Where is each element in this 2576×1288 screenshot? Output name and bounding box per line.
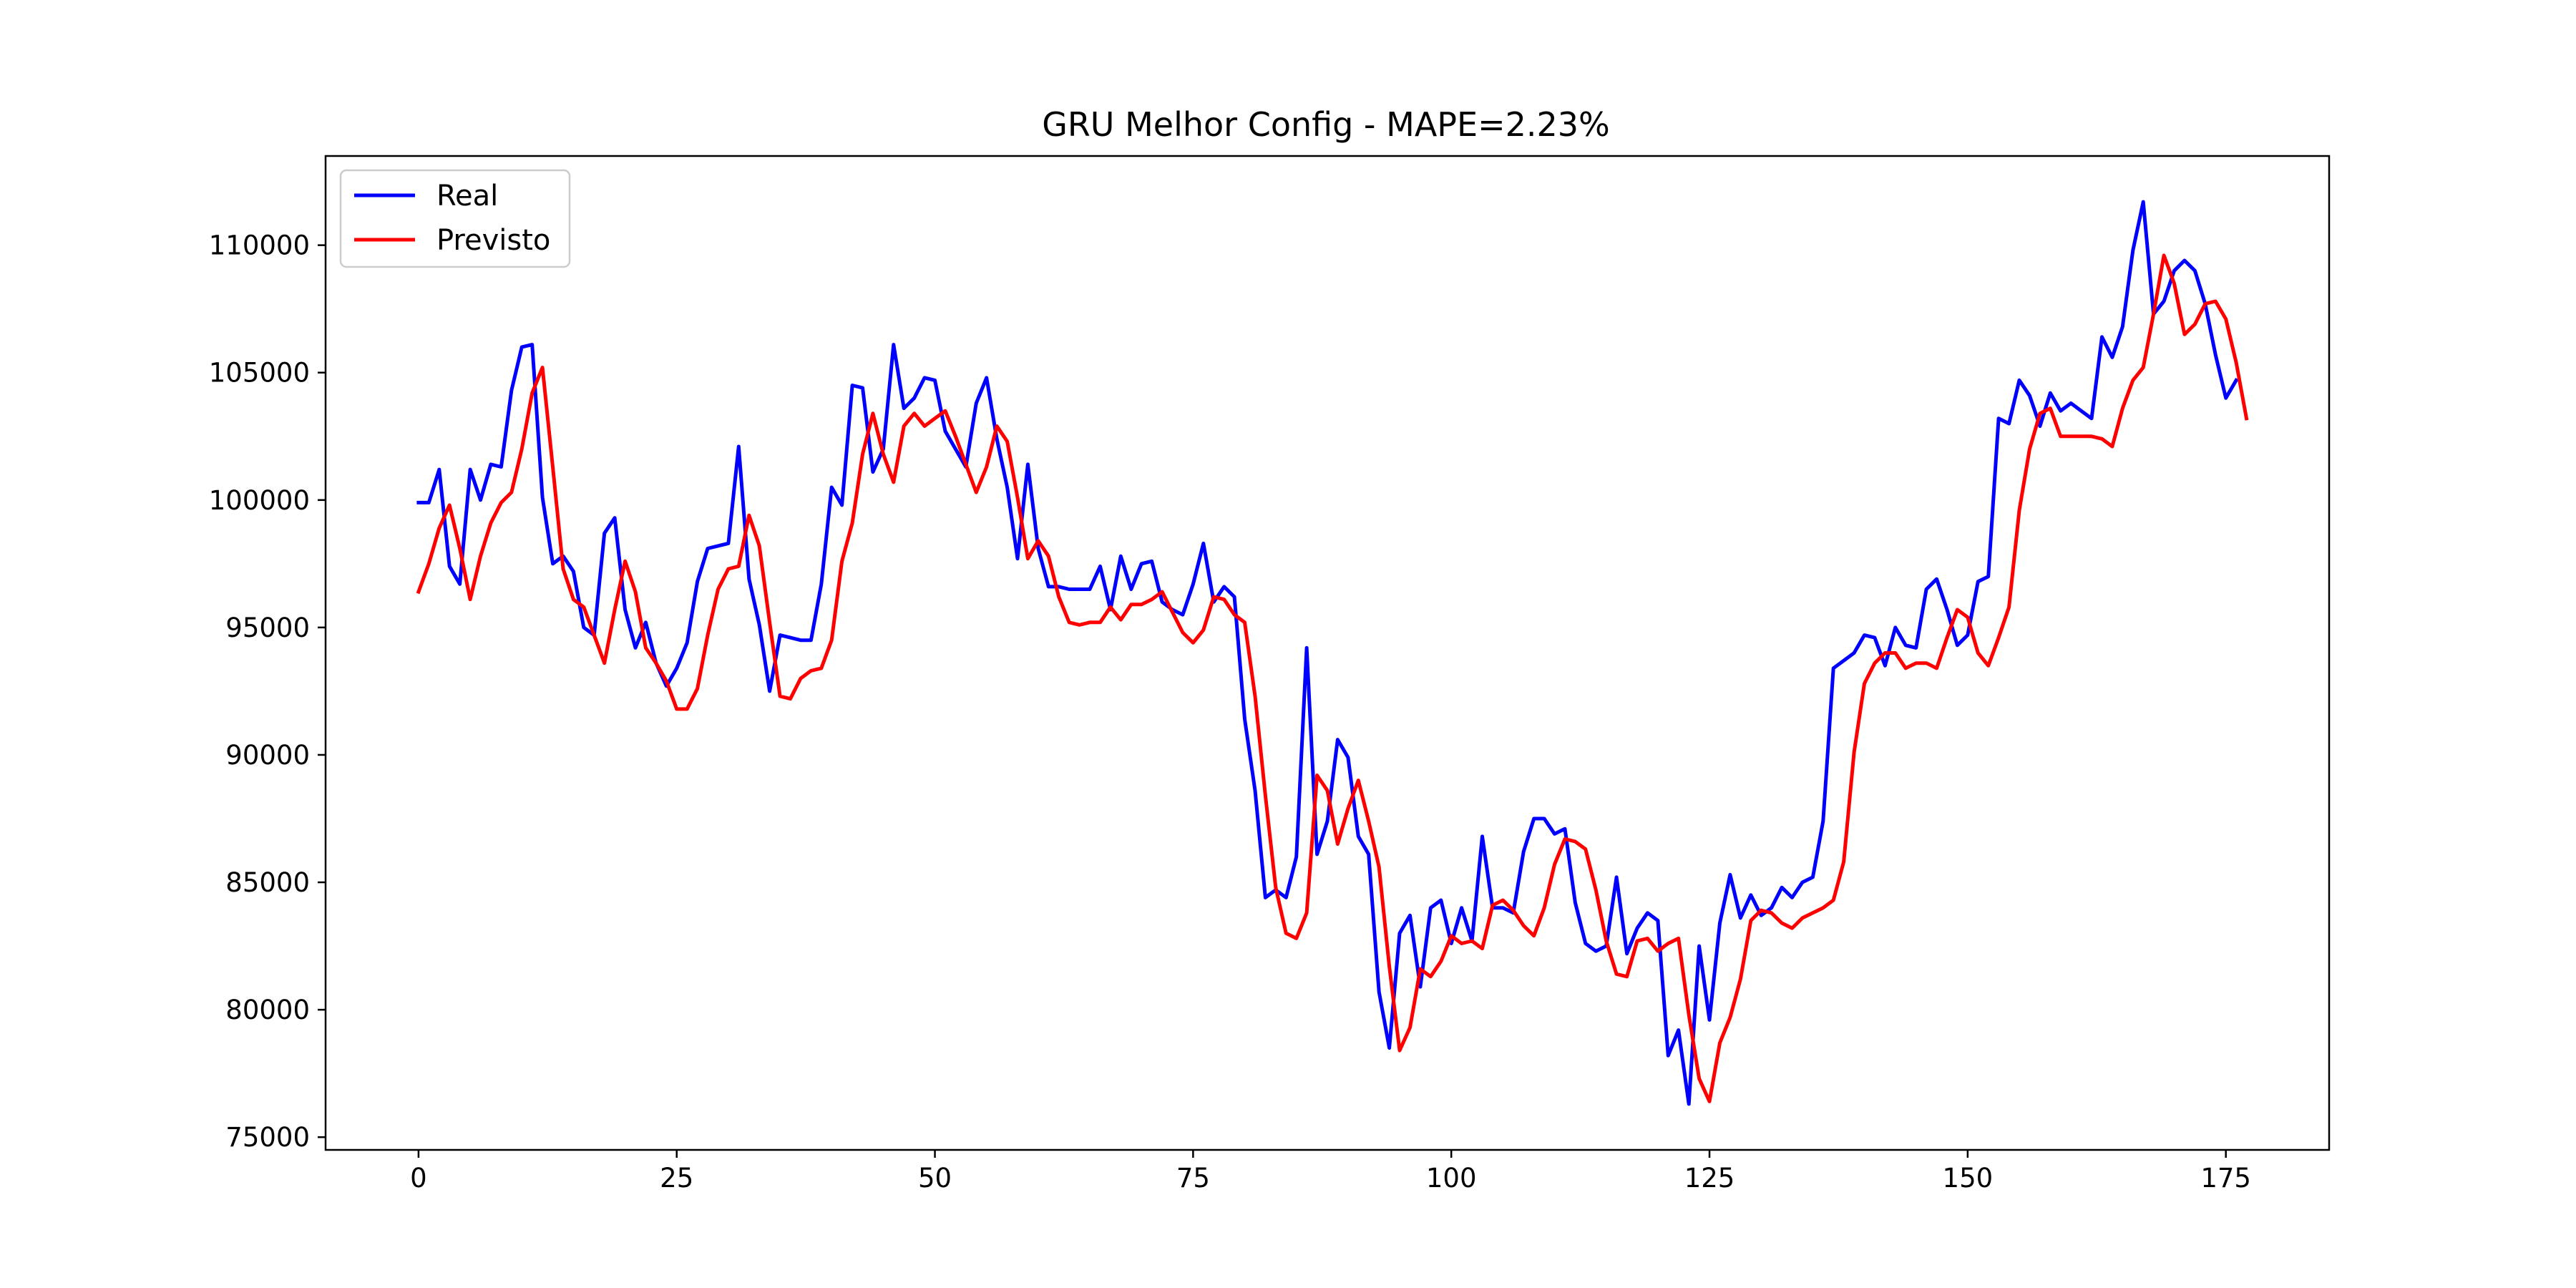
- x-tick-label: 25: [660, 1163, 693, 1194]
- plot-frame: [324, 155, 2331, 1151]
- y-tick-label: 105000: [209, 358, 310, 389]
- x-tick-label: 175: [2200, 1163, 2251, 1194]
- y-tick-label: 85000: [225, 867, 310, 898]
- x-tick-label: 150: [1943, 1163, 1994, 1194]
- series-line-real: [416, 200, 2239, 1106]
- legend-label-previsto: Previsto: [436, 224, 550, 257]
- x-tick-label: 100: [1426, 1163, 1477, 1194]
- plot-series-group: [416, 200, 2249, 1106]
- x-tick-label: 50: [918, 1163, 952, 1194]
- y-tick-label: 90000: [225, 740, 310, 771]
- y-tick-label: 80000: [225, 995, 310, 1025]
- y-tick-label: 95000: [225, 613, 310, 643]
- y-tick-label: 75000: [225, 1122, 310, 1153]
- x-tick-label: 0: [410, 1163, 427, 1194]
- y-axis: 75000 80000 85000 90000 95000 100000 105000 110…: [209, 230, 326, 1153]
- x-tick-label: 75: [1176, 1163, 1210, 1194]
- legend: Real Previsto: [339, 169, 571, 268]
- y-tick-label: 100000: [209, 485, 310, 516]
- legend-label-real: Real: [436, 180, 498, 213]
- y-tick-label: 110000: [209, 230, 310, 261]
- chart-title: GRU Melhor Config - MAPE=2.23%: [1042, 105, 1610, 144]
- x-axis: 0 25 50 75 100 125 150 175: [410, 1150, 2251, 1194]
- x-tick-label: 125: [1684, 1163, 1735, 1194]
- series-line-previsto: [416, 253, 2249, 1103]
